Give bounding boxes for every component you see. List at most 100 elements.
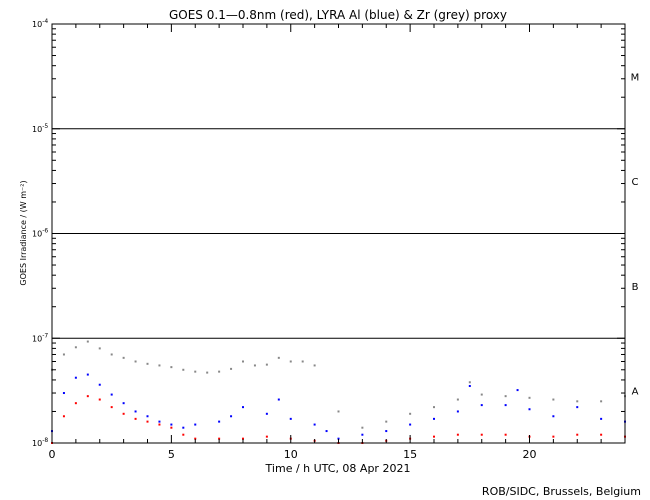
y-tick-label: 10-8 bbox=[32, 437, 48, 448]
data-point bbox=[206, 371, 209, 374]
data-point bbox=[277, 356, 280, 359]
flare-class-label-c: C bbox=[632, 177, 639, 188]
x-axis-label: Time / h UTC, 08 Apr 2021 bbox=[265, 462, 411, 475]
data-point bbox=[170, 426, 173, 429]
y-tick-label: 10-7 bbox=[32, 332, 48, 343]
data-point bbox=[194, 437, 197, 440]
data-point bbox=[600, 417, 603, 420]
data-point bbox=[277, 398, 280, 401]
data-point bbox=[134, 417, 137, 420]
data-point bbox=[409, 412, 412, 415]
data-point bbox=[433, 417, 435, 420]
data-point bbox=[552, 415, 555, 418]
data-point bbox=[456, 433, 459, 436]
data-point bbox=[385, 420, 388, 423]
data-point bbox=[218, 437, 221, 440]
data-point bbox=[122, 412, 125, 415]
data-point bbox=[182, 426, 185, 429]
data-point bbox=[98, 347, 101, 350]
x-axis: 0 5 10 15 20 bbox=[49, 24, 602, 461]
data-point bbox=[134, 410, 137, 413]
data-point bbox=[62, 392, 65, 395]
data-point bbox=[468, 381, 471, 384]
data-point bbox=[325, 430, 328, 433]
data-point bbox=[218, 420, 221, 423]
data-point bbox=[158, 364, 161, 367]
x-tick-label: 15 bbox=[403, 448, 417, 461]
data-point bbox=[576, 433, 579, 436]
data-point bbox=[409, 423, 412, 426]
data-point bbox=[313, 423, 316, 426]
y-tick-label: 10-4 bbox=[32, 18, 48, 29]
data-point bbox=[301, 360, 304, 363]
data-point bbox=[98, 398, 101, 401]
data-point bbox=[182, 368, 185, 371]
data-point bbox=[576, 406, 579, 409]
data-point bbox=[289, 417, 292, 420]
data-point bbox=[528, 396, 531, 399]
series-2 bbox=[51, 340, 626, 429]
data-point bbox=[480, 393, 483, 396]
data-point bbox=[600, 433, 603, 436]
data-point bbox=[218, 370, 221, 373]
data-point bbox=[146, 415, 149, 418]
data-point bbox=[265, 363, 268, 366]
data-point bbox=[122, 402, 125, 405]
data-point bbox=[110, 393, 113, 396]
data-point bbox=[265, 412, 268, 415]
y-axis-label: GOES Irradiance / (W m⁻²) bbox=[19, 180, 28, 285]
data-point bbox=[433, 435, 435, 438]
data-point bbox=[242, 437, 244, 440]
data-point bbox=[74, 402, 77, 405]
data-point bbox=[158, 420, 161, 423]
flare-class-lines bbox=[52, 128, 625, 339]
data-point bbox=[158, 423, 161, 426]
data-point bbox=[86, 395, 89, 398]
data-point bbox=[468, 385, 471, 388]
data-point bbox=[313, 364, 316, 367]
data-point bbox=[86, 373, 89, 376]
data-point bbox=[146, 362, 149, 365]
data-point bbox=[194, 423, 197, 426]
data-point bbox=[74, 376, 77, 379]
data-point bbox=[194, 370, 197, 373]
data-point bbox=[433, 406, 435, 409]
y-tick-label: 10-6 bbox=[32, 228, 48, 239]
data-point bbox=[146, 420, 149, 423]
data-point bbox=[110, 353, 113, 356]
data-point bbox=[242, 360, 244, 363]
data-point bbox=[62, 353, 65, 356]
data-point bbox=[385, 430, 388, 433]
x-tick-label: 0 bbox=[49, 448, 56, 461]
data-point bbox=[361, 426, 364, 429]
data-point bbox=[182, 433, 185, 436]
flare-class-label-m: M bbox=[631, 72, 640, 83]
data-point bbox=[504, 433, 507, 436]
data-point bbox=[242, 406, 244, 409]
credit-text: ROB/SIDC, Brussels, Belgium bbox=[482, 485, 641, 498]
data-point bbox=[552, 398, 555, 401]
data-point bbox=[576, 400, 579, 403]
chart-title: GOES 0.1—0.8nm (red), LYRA Al (blue) & Z… bbox=[169, 8, 507, 22]
data-point bbox=[62, 415, 65, 418]
data-point bbox=[528, 408, 531, 411]
flare-class-label-b: B bbox=[632, 282, 639, 293]
data-point bbox=[361, 433, 364, 436]
data-point bbox=[86, 340, 89, 343]
flare-class-labels: A B C M bbox=[631, 72, 640, 397]
data-point bbox=[504, 395, 507, 398]
data-point bbox=[122, 356, 125, 359]
data-point bbox=[600, 400, 603, 403]
data-point bbox=[230, 367, 233, 370]
data-point bbox=[456, 398, 459, 401]
data-point bbox=[456, 410, 459, 413]
x-tick-label: 10 bbox=[284, 448, 298, 461]
x-tick-label: 20 bbox=[523, 448, 537, 461]
data-point bbox=[337, 410, 340, 413]
x-tick-label: 5 bbox=[168, 448, 175, 461]
data-point bbox=[480, 404, 483, 407]
data-point bbox=[552, 435, 555, 438]
data-point bbox=[253, 364, 256, 367]
